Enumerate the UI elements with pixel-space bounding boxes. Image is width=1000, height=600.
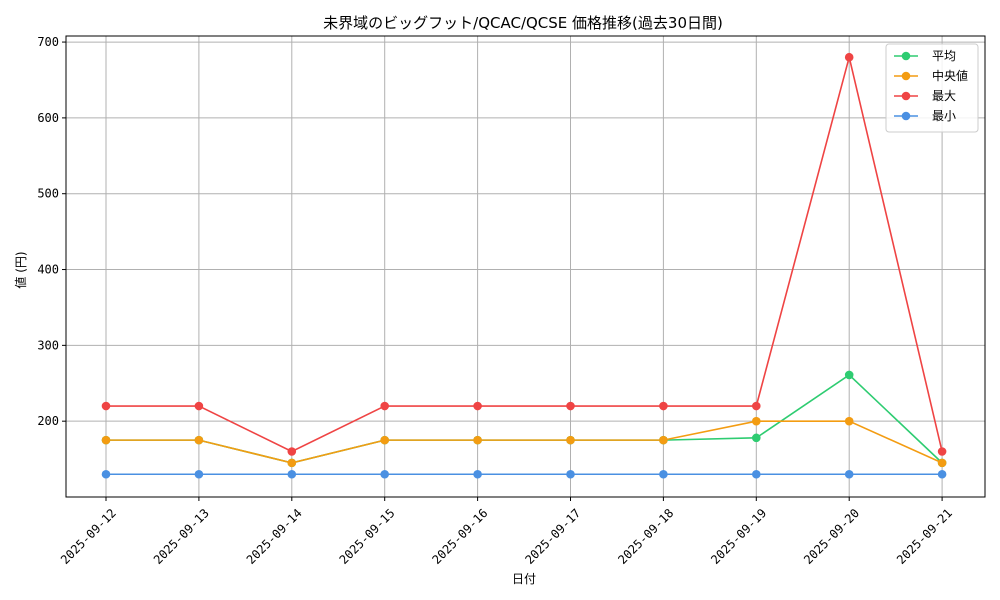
data-point	[659, 435, 668, 445]
legend-box	[885, 43, 979, 133]
data-point	[752, 433, 761, 443]
legend-item: 平均	[894, 49, 956, 63]
series-3	[101, 469, 947, 479]
data-point	[101, 469, 111, 479]
x-tick-label: 2025-09-16	[430, 506, 491, 567]
data-point	[287, 447, 297, 456]
data-point	[194, 401, 204, 411]
legend-swatch-marker	[901, 111, 911, 121]
data-point	[101, 401, 111, 411]
data-point	[937, 469, 947, 479]
grid	[66, 36, 985, 497]
data-point	[101, 435, 111, 445]
x-tick-label: 2025-09-20	[801, 506, 862, 567]
data-point	[473, 469, 482, 479]
x-axis: 2025-09-12 2025-09-13 2025-09-14 2025-09-15…	[58, 497, 955, 567]
legend-label: 平均	[932, 49, 956, 63]
chart-title: 未界域のビッグフット/QCAC/QCSE 価格推移(過去30日間)	[323, 14, 723, 32]
plot-frame	[65, 35, 986, 498]
data-point	[566, 469, 575, 479]
data-point	[566, 401, 575, 411]
data-point	[937, 447, 947, 456]
data-point	[287, 469, 297, 479]
legend-item: 最小	[894, 109, 956, 123]
x-tick-label: 2025-09-17	[522, 506, 583, 567]
x-tick-label: 2025-09-18	[615, 506, 676, 567]
x-tick-label: 2025-09-13	[151, 506, 212, 567]
data-point	[752, 469, 761, 479]
series-1	[101, 416, 947, 468]
legend-label: 中央値	[932, 68, 968, 83]
data-point	[473, 435, 482, 445]
data-point	[844, 416, 854, 426]
data-point	[287, 458, 297, 468]
series-line	[106, 57, 943, 453]
y-axis-label: 値 (円)	[13, 251, 28, 288]
legend-swatch-marker	[901, 51, 911, 61]
series-line	[106, 373, 943, 464]
series-0	[101, 370, 947, 468]
x-tick-label: 2025-09-19	[708, 506, 769, 567]
data-point	[937, 458, 947, 468]
x-axis-label: 日付	[512, 572, 536, 586]
data-point	[194, 469, 204, 479]
legend-label: 最大	[932, 89, 956, 103]
series-2	[101, 52, 947, 456]
legend-swatch-marker	[901, 91, 911, 101]
y-tick-label: 500	[37, 187, 59, 201]
series-line	[106, 420, 943, 464]
data-point	[380, 435, 390, 445]
legend-item: 最大	[894, 89, 956, 103]
y-tick-label: 700	[37, 35, 59, 49]
data-point	[752, 401, 761, 411]
legend-item: 中央値	[894, 68, 968, 83]
series-layer	[101, 52, 947, 479]
y-tick-label: 300	[37, 338, 59, 352]
y-axis: 200 300 400 500 600 700	[37, 35, 66, 428]
data-point	[659, 469, 668, 479]
data-point	[752, 416, 761, 426]
y-tick-label: 600	[37, 111, 59, 125]
data-point	[844, 469, 854, 479]
data-point	[380, 469, 390, 479]
data-point	[844, 370, 854, 380]
y-tick-label: 400	[37, 263, 59, 277]
x-tick-label: 2025-09-14	[244, 506, 305, 567]
data-point	[659, 401, 668, 411]
data-point	[566, 435, 575, 445]
data-point	[194, 435, 204, 445]
x-tick-label: 2025-09-12	[58, 506, 119, 567]
x-tick-label: 2025-09-21	[894, 506, 955, 567]
y-tick-label: 200	[37, 414, 59, 428]
x-tick-label: 2025-09-15	[337, 506, 398, 567]
data-point	[380, 401, 390, 411]
data-point	[473, 401, 482, 411]
legend-label: 最小	[932, 109, 956, 123]
legend-swatch-marker	[901, 71, 911, 81]
data-point	[844, 52, 854, 62]
